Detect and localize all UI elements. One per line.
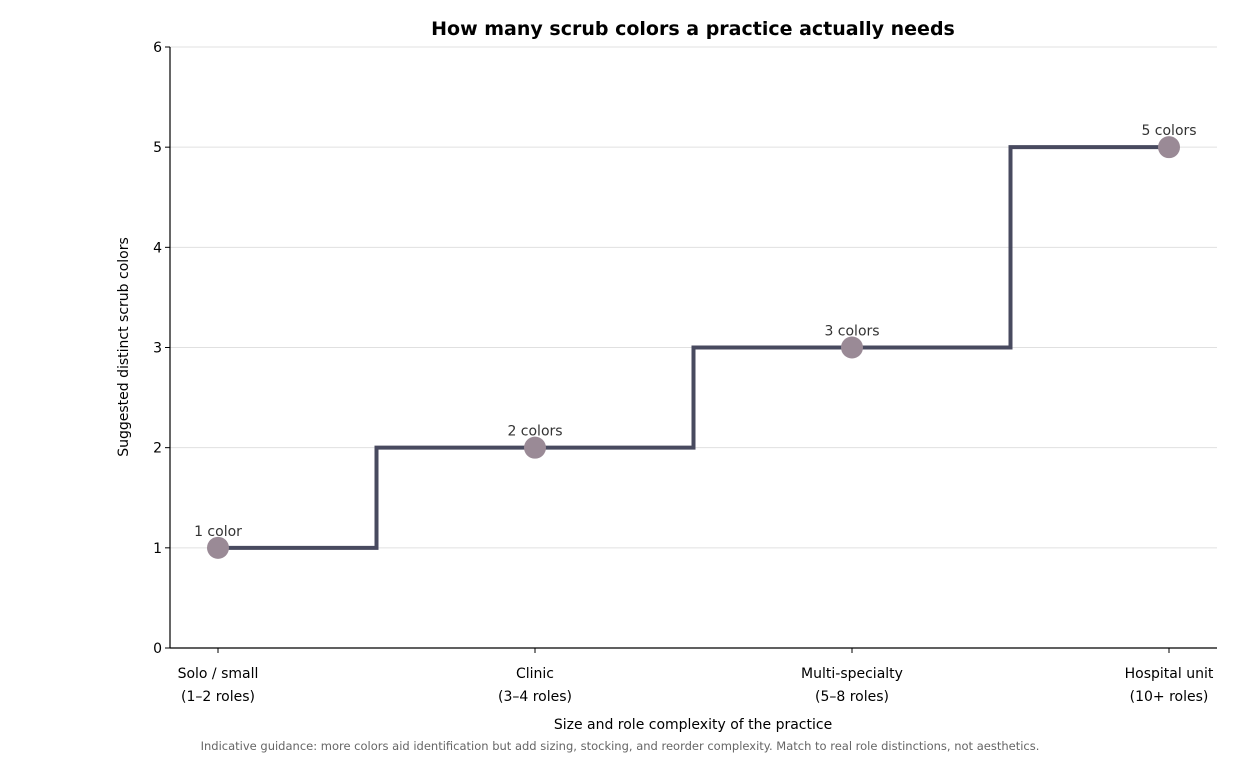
x-tick-label: Hospital unit	[1125, 666, 1214, 682]
x-axis-title: Size and role complexity of the practice	[554, 717, 832, 733]
data-point	[524, 436, 546, 459]
chart-title: How many scrub colors a practice actuall…	[431, 18, 955, 40]
y-tick-label: 3	[153, 341, 162, 357]
y-axis-title: Suggested distinct scrub colors	[116, 237, 132, 457]
y-tick-label: 1	[153, 541, 162, 557]
series	[207, 136, 1180, 559]
y-tick-label: 5	[153, 140, 162, 156]
grid-lines	[170, 46, 1217, 549]
y-tick-label: 4	[153, 240, 162, 256]
y-tick-label: 2	[153, 441, 162, 457]
x-tick-label: Solo / small	[178, 666, 259, 682]
x-tick-label: (10+ roles)	[1130, 689, 1209, 705]
y-tick-label: 6	[153, 40, 162, 56]
labels: 1 color 2 colors 3 colors 5 colors	[194, 123, 1196, 540]
data-label: 1 color	[194, 524, 242, 540]
x-tick-label: (5–8 roles)	[815, 689, 889, 705]
data-label: 5 colors	[1141, 123, 1196, 139]
x-tick-label: Clinic	[516, 666, 554, 682]
data-point	[841, 336, 863, 359]
y-tick-label: 0	[153, 641, 162, 657]
data-label: 2 colors	[507, 424, 562, 440]
x-tick-label: (3–4 roles)	[498, 689, 572, 705]
data-label: 3 colors	[824, 324, 879, 340]
step-line	[218, 145, 1169, 550]
footnote: Indicative guidance: more colors aid ide…	[201, 739, 1040, 753]
axes: 0 1 2 3 4 5 6 Solo / small (1–2 roles) Clinic (3–4…	[153, 40, 1217, 705]
data-point	[207, 536, 229, 559]
data-point	[1158, 136, 1180, 159]
x-tick-label: (1–2 roles)	[181, 689, 255, 705]
x-tick-label: Multi-specialty	[801, 666, 903, 682]
